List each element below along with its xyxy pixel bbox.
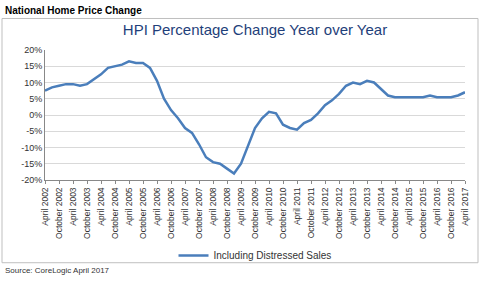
svg-text:October 2004: October 2004 bbox=[110, 187, 120, 239]
svg-text:April 2016: April 2016 bbox=[432, 187, 442, 226]
svg-text:October 2016: October 2016 bbox=[446, 187, 456, 239]
svg-text:0%: 0% bbox=[29, 110, 42, 120]
svg-text:April 2010: April 2010 bbox=[264, 187, 274, 226]
svg-text:National Home Price Change: National Home Price Change bbox=[5, 5, 142, 16]
svg-text:-5%: -5% bbox=[26, 126, 42, 136]
svg-text:HPI Percentage Change Year ove: HPI Percentage Change Year over Year bbox=[123, 21, 387, 38]
svg-text:April 2008: April 2008 bbox=[208, 187, 218, 226]
svg-text:April 2014: April 2014 bbox=[376, 187, 386, 226]
svg-text:October 2008: October 2008 bbox=[222, 187, 232, 239]
svg-text:5%: 5% bbox=[29, 94, 42, 104]
svg-text:20%: 20% bbox=[24, 45, 42, 55]
svg-text:October 2013: October 2013 bbox=[362, 187, 372, 239]
svg-text:April 2011: April 2011 bbox=[292, 187, 302, 225]
svg-text:April 2004: April 2004 bbox=[96, 187, 106, 226]
svg-text:Source: CoreLogic April 2017: Source: CoreLogic April 2017 bbox=[5, 266, 110, 275]
svg-text:April 2005: April 2005 bbox=[124, 187, 134, 226]
svg-text:October 2007: October 2007 bbox=[194, 187, 204, 239]
svg-text:15%: 15% bbox=[24, 61, 42, 71]
svg-text:-10%: -10% bbox=[21, 143, 42, 153]
svg-text:-20%: -20% bbox=[21, 175, 42, 185]
svg-text:October 2002: October 2002 bbox=[54, 187, 64, 239]
svg-text:April 2015: April 2015 bbox=[404, 187, 414, 226]
svg-text:October 2003: October 2003 bbox=[82, 187, 92, 239]
svg-text:October 2009: October 2009 bbox=[250, 187, 260, 239]
svg-text:October 2015: October 2015 bbox=[418, 187, 428, 239]
svg-text:10%: 10% bbox=[24, 78, 42, 88]
svg-text:April 2003: April 2003 bbox=[68, 187, 78, 226]
svg-text:April 2002: April 2002 bbox=[40, 187, 50, 226]
svg-text:October 2011: October 2011 bbox=[306, 187, 316, 238]
svg-text:October 2006: October 2006 bbox=[166, 187, 176, 239]
svg-text:Including Distressed Sales: Including Distressed Sales bbox=[214, 250, 332, 261]
svg-text:October 2012: October 2012 bbox=[334, 187, 344, 239]
svg-text:October 2014: October 2014 bbox=[390, 187, 400, 239]
svg-text:October 2005: October 2005 bbox=[138, 187, 148, 239]
svg-text:April 2017: April 2017 bbox=[460, 187, 470, 226]
svg-text:-15%: -15% bbox=[21, 159, 42, 169]
svg-text:April 2009: April 2009 bbox=[236, 187, 246, 226]
svg-text:April 2012: April 2012 bbox=[320, 187, 330, 226]
svg-text:October 2010: October 2010 bbox=[278, 187, 288, 239]
svg-text:April 2006: April 2006 bbox=[152, 187, 162, 226]
svg-text:April 2013: April 2013 bbox=[348, 187, 358, 226]
svg-text:April 2007: April 2007 bbox=[180, 187, 190, 226]
